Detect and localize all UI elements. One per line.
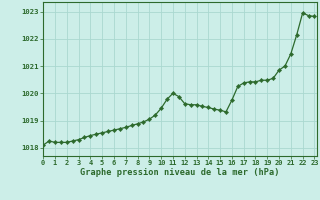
X-axis label: Graphe pression niveau de la mer (hPa): Graphe pression niveau de la mer (hPa)	[80, 168, 280, 177]
